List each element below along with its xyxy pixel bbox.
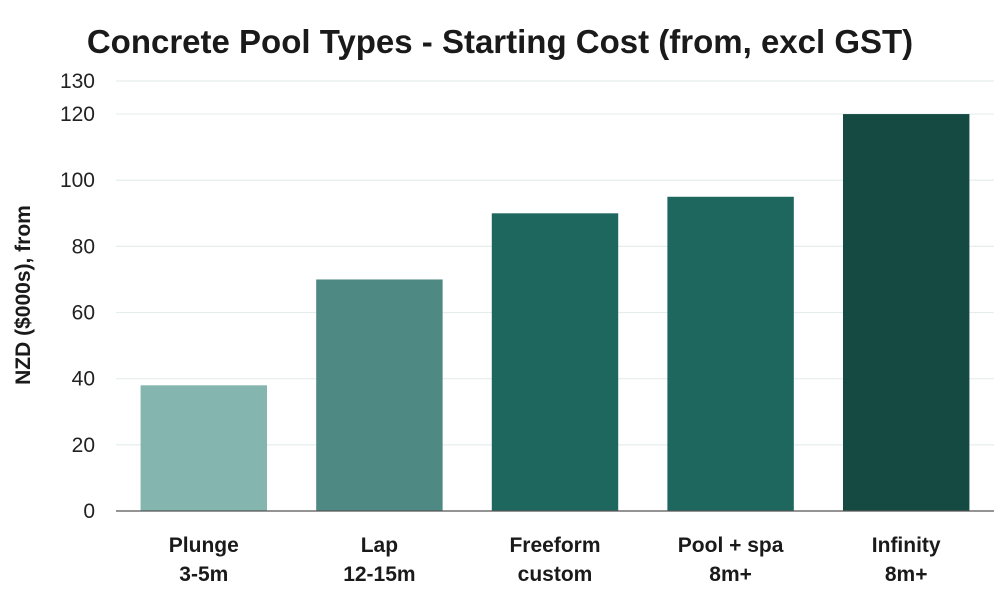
x-axis-ticks: Plunge 3-5m Lap 12-15m Freeform custom Pool + … — [169, 534, 941, 586]
x-tick-label: Plunge — [169, 534, 239, 557]
y-axis-ticks: 0 20 40 60 80 100 120 130 — [60, 70, 95, 523]
y-tick-label: 130 — [60, 70, 95, 93]
bars — [140, 114, 970, 512]
y-tick-label: 100 — [60, 169, 95, 192]
x-tick-label: 3-5m — [179, 563, 228, 586]
y-tick-label: 20 — [72, 434, 95, 457]
bar — [316, 279, 443, 511]
y-tick-label: 120 — [60, 103, 95, 126]
x-tick-label: Lap — [361, 534, 398, 557]
y-tick-label: 40 — [72, 368, 95, 391]
bar — [140, 385, 268, 511]
bar — [842, 114, 970, 512]
bar — [667, 196, 794, 511]
x-tick-label: 12-15m — [343, 563, 415, 586]
y-axis-label: NZD ($000s), from — [12, 205, 35, 385]
x-tick-label: custom — [518, 563, 593, 586]
x-tick-label: Pool + spa — [678, 534, 784, 557]
bar — [491, 213, 619, 512]
chart-title: Concrete Pool Types - Starting Cost (fro… — [87, 23, 913, 60]
x-tick-label: 8m+ — [709, 563, 752, 586]
y-tick-label: 60 — [72, 302, 95, 325]
x-tick-label: Freeform — [509, 534, 600, 557]
y-tick-label: 80 — [72, 235, 95, 258]
y-tick-label: 0 — [83, 500, 95, 523]
x-tick-label: 8m+ — [885, 563, 928, 586]
x-tick-label: Infinity — [872, 534, 941, 557]
